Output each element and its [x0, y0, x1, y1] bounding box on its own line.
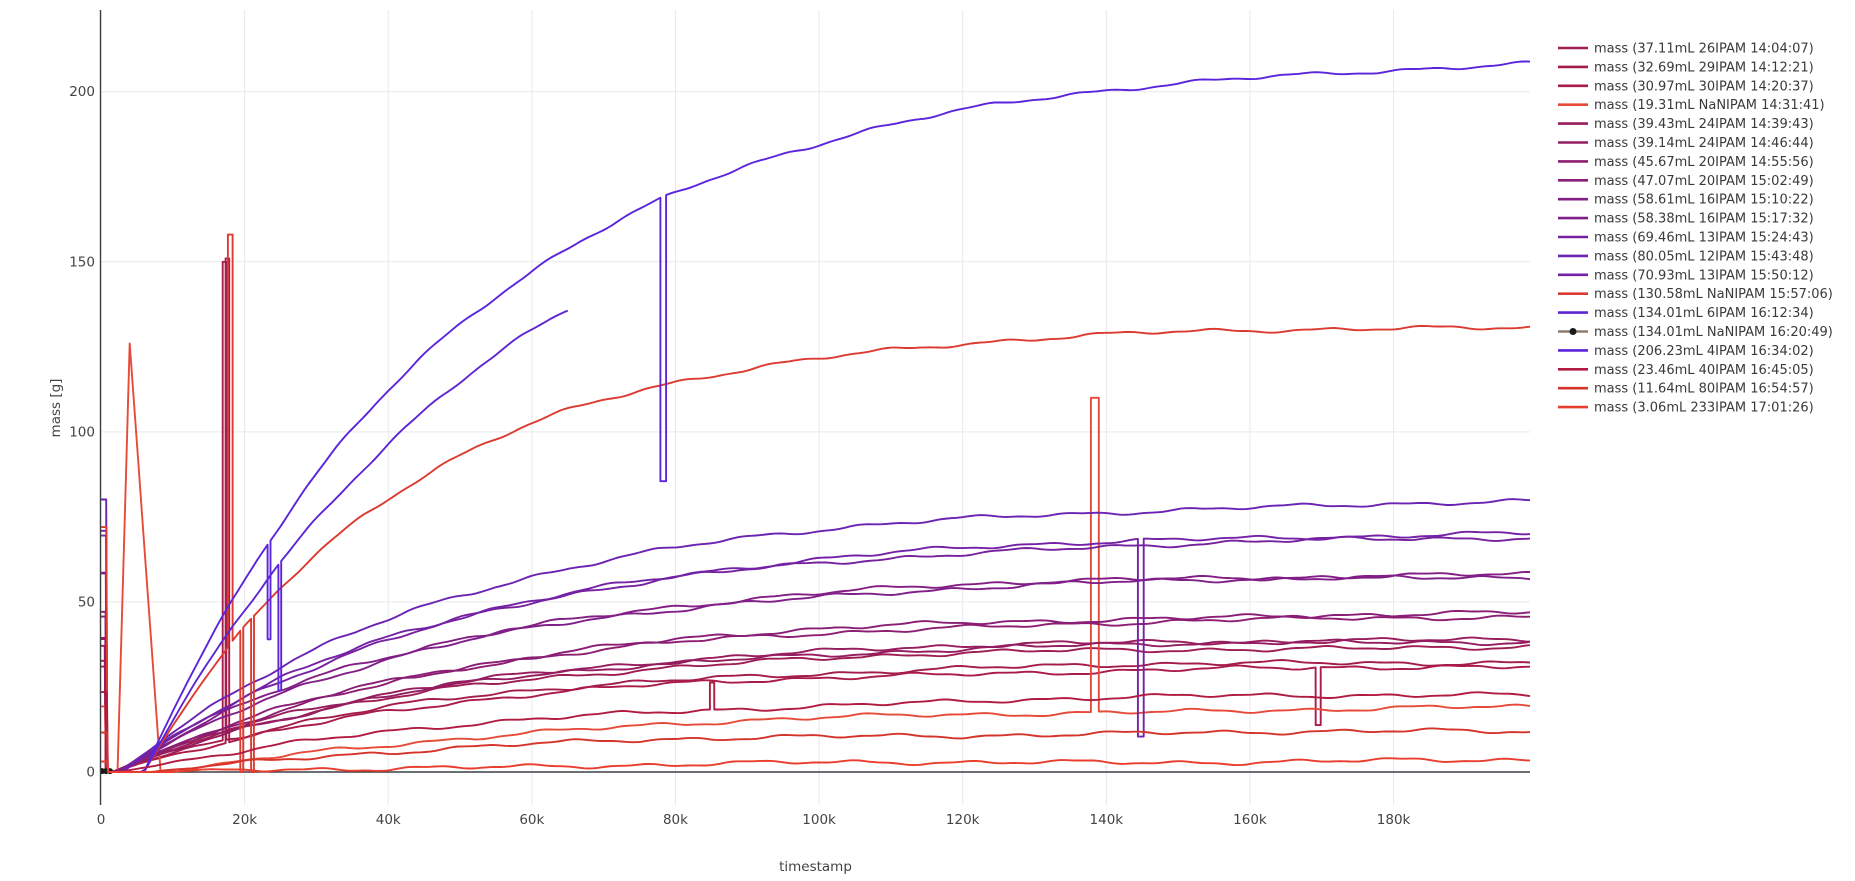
legend-item[interactable]: mass (11.64mL 80IPAM 16:54:57) [1558, 382, 1814, 397]
legend-label: mass (69.46mL 13IPAM 15:24:43) [1594, 231, 1814, 246]
legend-item[interactable]: mass (37.11mL 26IPAM 14:04:07) [1558, 42, 1814, 57]
series-line-19 [101, 727, 1530, 773]
series-line-10 [101, 572, 1530, 773]
x-tick-label: 120k [946, 812, 980, 828]
legend-item[interactable]: mass (39.14mL 24IPAM 14:46:44) [1558, 136, 1814, 151]
series-line-6 [101, 638, 1530, 773]
legend-label: mass (47.07mL 20IPAM 15:02:49) [1594, 174, 1814, 189]
legend-label: mass (130.58mL NaNIPAM 15:57:06) [1594, 287, 1833, 302]
tick-labels: 0 20k 40k 60k 80k 100k 120k 140k 160k 180k 0 50 100 1… [69, 84, 1410, 828]
x-tick-label: 60k [519, 812, 544, 828]
legend-item[interactable]: mass (3.06mL 233IPAM 17:01:26) [1558, 401, 1814, 416]
series-line-14 [101, 233, 1530, 773]
legend-label: mass (58.38mL 16IPAM 15:17:32) [1594, 212, 1814, 227]
legend-label: mass (39.43mL 24IPAM 14:39:43) [1594, 117, 1814, 132]
x-tick-label: 20k [232, 812, 257, 828]
x-tick-label: 160k [1233, 812, 1267, 828]
legend-item[interactable]: mass (206.23mL 4IPAM 16:34:02) [1558, 344, 1814, 359]
legend: mass (37.11mL 26IPAM 14:04:07) mass (32.6… [1558, 42, 1833, 416]
legend-item[interactable]: mass (134.01mL NaNIPAM 16:20:49) [1558, 325, 1833, 340]
x-tick-label: 0 [97, 812, 106, 828]
legend-item[interactable]: mass (32.69mL 29IPAM 14:12:21) [1558, 60, 1814, 75]
legend-label: mass (134.01mL 6IPAM 16:12:34) [1594, 306, 1814, 321]
legend-item[interactable]: mass (134.01mL 6IPAM 16:12:34) [1558, 306, 1814, 321]
legend-label: mass (23.46mL 40IPAM 16:45:05) [1594, 363, 1814, 378]
x-tick-label: 80k [663, 812, 688, 828]
legend-item[interactable]: mass (80.05mL 12IPAM 15:43:48) [1558, 249, 1814, 264]
legend-item[interactable]: mass (70.93mL 13IPAM 15:50:12) [1558, 268, 1814, 283]
y-tick-label: 150 [69, 254, 95, 270]
y-tick-label: 50 [78, 594, 95, 610]
x-tick-label: 140k [1090, 812, 1124, 828]
x-tick-label: 180k [1377, 812, 1411, 828]
legend-label: mass (19.31mL NaNIPAM 14:31:41) [1594, 98, 1825, 113]
legend-item[interactable]: mass (69.46mL 13IPAM 15:24:43) [1558, 231, 1814, 246]
legend-item[interactable]: mass (58.61mL 16IPAM 15:10:22) [1558, 193, 1814, 208]
legend-item[interactable]: mass (45.67mL 20IPAM 14:55:56) [1558, 155, 1814, 170]
series-line-15 [107, 309, 569, 773]
legend-label: mass (32.69mL 29IPAM 14:12:21) [1594, 60, 1814, 75]
legend-label: mass (58.61mL 16IPAM 15:10:22) [1594, 193, 1814, 208]
series-line-13 [101, 529, 1530, 773]
legend-label: mass (134.01mL NaNIPAM 16:20:49) [1594, 325, 1833, 340]
series-line-17 [107, 60, 1530, 773]
plot-area[interactable] [101, 10, 1530, 805]
legend-item[interactable]: mass (39.43mL 24IPAM 14:39:43) [1558, 117, 1814, 132]
series-line-20 [101, 757, 1530, 773]
gridlines [100, 10, 1530, 805]
x-axis-title: timestamp [779, 859, 852, 875]
legend-marker-dot [1569, 328, 1577, 335]
legend-item[interactable]: mass (47.07mL 20IPAM 15:02:49) [1558, 174, 1814, 189]
y-tick-label: 100 [69, 424, 95, 440]
series-line-2 [101, 260, 1530, 773]
legend-label: mass (30.97mL 30IPAM 14:20:37) [1594, 79, 1814, 94]
series-line-4 [101, 342, 1530, 773]
legend-item[interactable]: mass (23.46mL 40IPAM 16:45:05) [1558, 363, 1814, 378]
x-tick-label: 40k [376, 812, 401, 828]
series-line-12 [101, 498, 1530, 773]
x-tick-label: 100k [802, 812, 836, 828]
y-tick-label: 200 [69, 84, 95, 100]
series-line-3 [101, 257, 1530, 773]
legend-label: mass (80.05mL 12IPAM 15:43:48) [1594, 249, 1814, 264]
legend-label: mass (206.23mL 4IPAM 16:34:02) [1594, 344, 1814, 359]
y-tick-label: 0 [86, 765, 95, 781]
legend-item[interactable]: mass (19.31mL NaNIPAM 14:31:41) [1558, 98, 1825, 113]
series-line-11 [101, 534, 1530, 773]
legend-item[interactable]: mass (58.38mL 16IPAM 15:17:32) [1558, 212, 1814, 227]
series-line-8 [101, 609, 1530, 773]
series-group [101, 60, 1530, 775]
legend-label: mass (37.11mL 26IPAM 14:04:07) [1594, 42, 1814, 57]
legend-item[interactable]: mass (30.97mL 30IPAM 14:20:37) [1558, 79, 1814, 94]
legend-label: mass (3.06mL 233IPAM 17:01:26) [1594, 401, 1814, 416]
legend-label: mass (11.64mL 80IPAM 16:54:57) [1594, 382, 1814, 397]
legend-label: mass (45.67mL 20IPAM 14:55:56) [1594, 155, 1814, 170]
series-line-18 [101, 681, 1530, 773]
legend-label: mass (39.14mL 24IPAM 14:46:44) [1594, 136, 1814, 151]
y-axis-title: mass [g] [48, 378, 64, 438]
legend-label: mass (70.93mL 13IPAM 15:50:12) [1594, 268, 1814, 283]
legend-item[interactable]: mass (130.58mL NaNIPAM 15:57:06) [1558, 287, 1833, 302]
